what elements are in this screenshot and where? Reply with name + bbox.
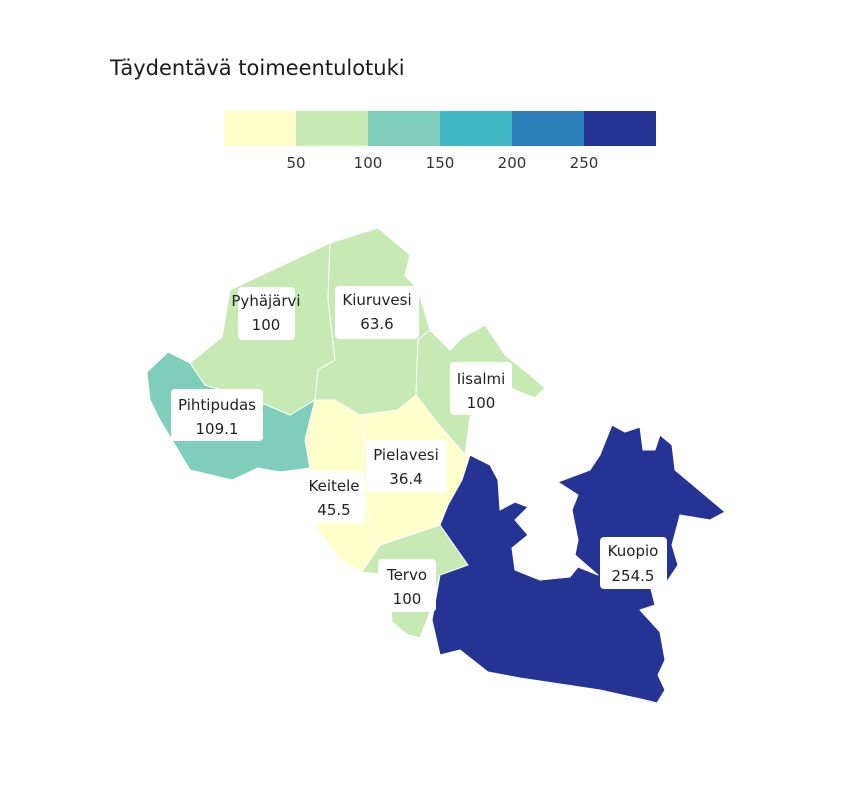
region-value: 36.4 <box>389 470 422 488</box>
region-value: 109.1 <box>196 420 239 438</box>
legend-swatch <box>584 111 656 146</box>
label-kiuruvesi: Kiuruvesi 63.6 <box>335 286 419 339</box>
region-name: Tervo <box>386 566 427 584</box>
region-name: Pyhäjärvi <box>231 292 300 310</box>
region-value: 254.5 <box>612 567 655 585</box>
region-name: Kuopio <box>608 542 659 560</box>
label-box <box>366 440 447 492</box>
region-name: Pihtipudas <box>178 396 256 414</box>
legend-swatch <box>440 111 512 146</box>
label-box <box>600 537 667 589</box>
legend-swatch <box>512 111 584 146</box>
label-tervo: Tervo 100 <box>378 559 436 612</box>
legend-tick-label: 150 <box>425 154 455 172</box>
color-legend: 50 100 150 200 250 <box>224 111 656 191</box>
legend-swatch <box>296 111 368 146</box>
label-pielavesi: Pielavesi 36.4 <box>366 440 447 492</box>
region-kuopio[interactable] <box>431 424 726 704</box>
region-name: Keitele <box>309 477 360 495</box>
label-box <box>450 362 512 415</box>
region-value: 45.5 <box>317 501 350 519</box>
label-box <box>303 471 365 523</box>
label-pyhajarvi: Pyhäjärvi 100 <box>231 287 301 340</box>
legend-tick-label: 200 <box>497 154 527 172</box>
label-box <box>171 389 263 441</box>
legend-ticks: 50 100 150 200 250 <box>224 154 656 184</box>
label-keitele: Keitele 45.5 <box>303 471 365 523</box>
region-value: 100 <box>393 590 422 608</box>
legend-tick-label: 250 <box>569 154 599 172</box>
region-value: 100 <box>252 316 281 334</box>
label-box <box>238 287 295 340</box>
legend-swatch <box>224 111 296 146</box>
label-kuopio: Kuopio 254.5 <box>600 537 667 589</box>
map-title: Täydentävä toimeentulotuki <box>110 56 405 80</box>
region-value: 100 <box>467 394 496 412</box>
label-iisalmi: Iisalmi 100 <box>450 362 512 415</box>
region-value: 63.6 <box>360 315 393 333</box>
label-pihtipudas: Pihtipudas 109.1 <box>171 389 263 441</box>
legend-swatch <box>368 111 440 146</box>
region-name: Iisalmi <box>457 370 506 388</box>
label-box <box>378 559 436 612</box>
legend-tick-label: 100 <box>353 154 383 172</box>
region-name: Kiuruvesi <box>342 291 411 309</box>
legend-color-bar <box>224 111 656 146</box>
label-box <box>335 286 419 339</box>
legend-tick-label: 50 <box>286 154 306 172</box>
region-name: Pielavesi <box>373 446 439 464</box>
